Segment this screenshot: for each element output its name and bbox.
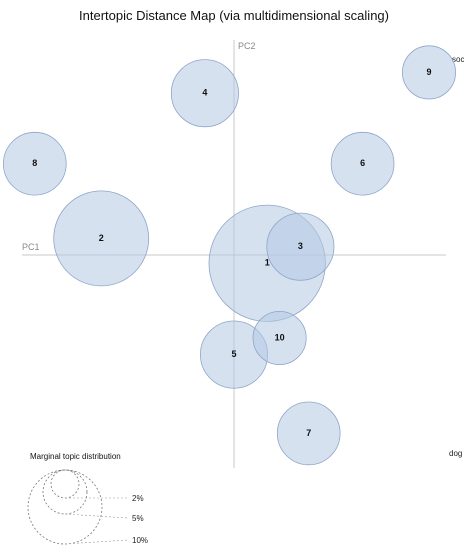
legend: Marginal topic distribution 2% 5% 10% xyxy=(27,452,148,545)
topic-bubble-9[interactable] xyxy=(401,45,456,100)
legend-guide-5pct xyxy=(64,513,129,519)
topic-bubble-7[interactable] xyxy=(276,401,341,466)
topic-label-8: 8 xyxy=(32,158,37,168)
legend-circle-10pct xyxy=(27,469,103,545)
topic-label-10: 10 xyxy=(275,332,285,342)
topic-bubble-3[interactable] xyxy=(266,212,335,281)
topic-bubble-10[interactable] xyxy=(252,310,307,365)
legend-circle-5pct xyxy=(42,469,88,515)
topic-label-3: 3 xyxy=(298,241,303,251)
legend-label-10pct: 10% xyxy=(132,536,148,545)
topic-label-5: 5 xyxy=(231,349,236,359)
x-axis-label: PC1 xyxy=(22,242,40,252)
edge-label-bottom-right: dog xyxy=(449,449,462,458)
topic-label-2: 2 xyxy=(99,233,104,243)
legend-guide-10pct xyxy=(64,539,129,545)
topic-bubble-2[interactable] xyxy=(53,190,150,287)
y-axis-label: PC2 xyxy=(238,41,256,51)
chart-title: Intertopic Distance Map (via multidimens… xyxy=(79,8,389,23)
topic-label-4: 4 xyxy=(202,88,207,98)
topic-bubble-4[interactable] xyxy=(170,59,239,128)
topic-label-1: 1 xyxy=(265,258,270,268)
legend-title: Marginal topic distribution xyxy=(30,452,121,461)
topic-bubble-8[interactable] xyxy=(2,131,67,196)
topic-label-6: 6 xyxy=(360,158,365,168)
legend-label-5pct: 5% xyxy=(132,514,144,523)
topic-bubbles: 1 2 3 4 5 6 7 8 9 10 xyxy=(2,45,456,466)
topic-label-9: 9 xyxy=(426,67,431,77)
legend-label-2pct: 2% xyxy=(132,494,144,503)
topic-label-7: 7 xyxy=(306,428,311,438)
topic-bubble-6[interactable] xyxy=(330,131,395,196)
legend-circle-2pct xyxy=(50,469,80,499)
edge-label-top-right: soc xyxy=(452,55,464,64)
